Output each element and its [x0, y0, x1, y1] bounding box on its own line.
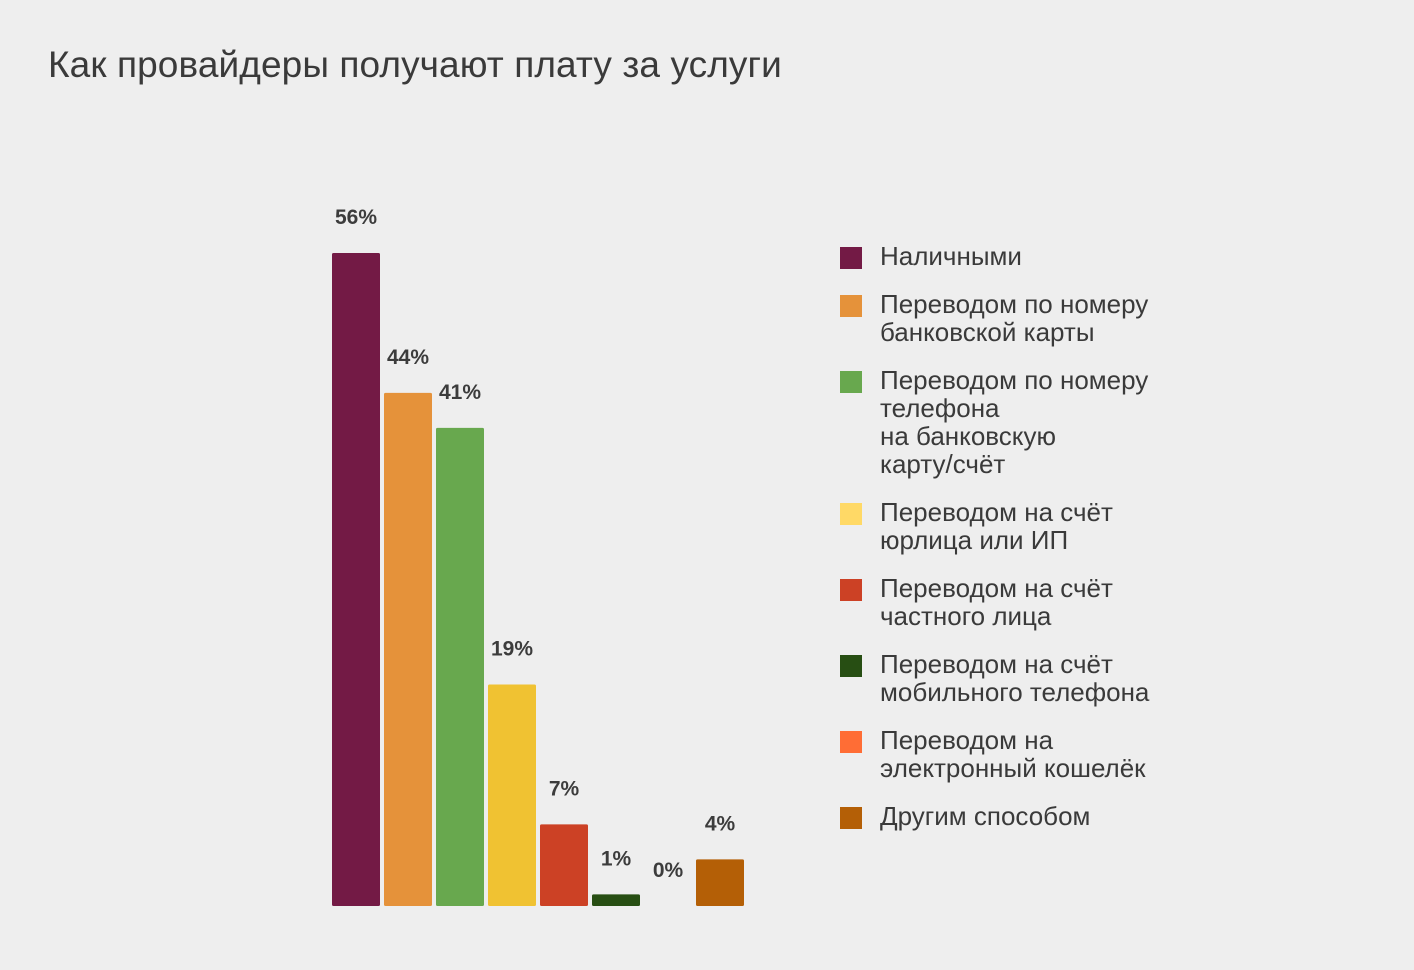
bar-2: [384, 392, 432, 906]
legend-label: Переводом по номеру банковской карты: [880, 289, 1149, 347]
legend-item-8: Другим способом: [840, 802, 1200, 830]
value-label-8: 4%: [705, 812, 736, 835]
bar-5: [540, 824, 588, 906]
legend-swatch: [840, 247, 862, 269]
legend-label: Наличными: [880, 241, 1022, 271]
legend-label: Переводом по номеру телефона на банковск…: [880, 365, 1149, 479]
legend-item-3: Переводом по номеру телефона на банковск…: [840, 366, 1200, 478]
bar-4: [488, 684, 536, 906]
legend-item-5: Переводом на счёт частного лица: [840, 574, 1200, 630]
legend-swatch: [840, 731, 862, 753]
value-label-6: 1%: [601, 847, 632, 870]
bars-layer: [332, 253, 744, 906]
legend-swatch: [840, 579, 862, 601]
value-label-2: 44%: [387, 346, 429, 369]
legend-label: Другим способом: [880, 801, 1091, 831]
legend-label: Переводом на электронный кошелёк: [880, 725, 1146, 783]
legend-swatch: [840, 503, 862, 525]
legend-label: Переводом на счёт юрлица или ИП: [880, 497, 1113, 555]
legend-item-4: Переводом на счёт юрлица или ИП: [840, 498, 1200, 554]
chart-title: Как провайдеры получают плату за услуги: [48, 44, 782, 85]
legend-swatch: [840, 807, 862, 829]
legend-item-2: Переводом по номеру банковской карты: [840, 290, 1200, 346]
legend-label: Переводом на счёт частного лица: [880, 573, 1113, 631]
bar-plot: 56% 44% 41% 19% 7% 1% 0% 4%: [332, 206, 744, 906]
bar-6: [592, 894, 640, 906]
legend-item-6: Переводом на счёт мобильного телефона: [840, 650, 1200, 706]
legend: Наличными Переводом по номеру банковской …: [840, 242, 1200, 850]
value-label-4: 19%: [491, 637, 533, 660]
bar-3: [436, 427, 484, 906]
legend-label: Переводом на счёт мобильного телефона: [880, 649, 1150, 707]
value-labels-layer: 56% 44% 41% 19% 7% 1% 0% 4%: [335, 206, 736, 882]
legend-swatch: [840, 295, 862, 317]
legend-swatch: [840, 655, 862, 677]
value-label-7: 0%: [653, 859, 684, 882]
bar-1: [332, 253, 380, 906]
legend-item-7: Переводом на электронный кошелёк: [840, 726, 1200, 782]
value-label-5: 7%: [549, 777, 580, 800]
legend-swatch: [840, 371, 862, 393]
value-label-1: 56%: [335, 206, 377, 229]
value-label-3: 41%: [439, 381, 481, 404]
legend-item-1: Наличными: [840, 242, 1200, 270]
bar-8: [696, 859, 744, 906]
